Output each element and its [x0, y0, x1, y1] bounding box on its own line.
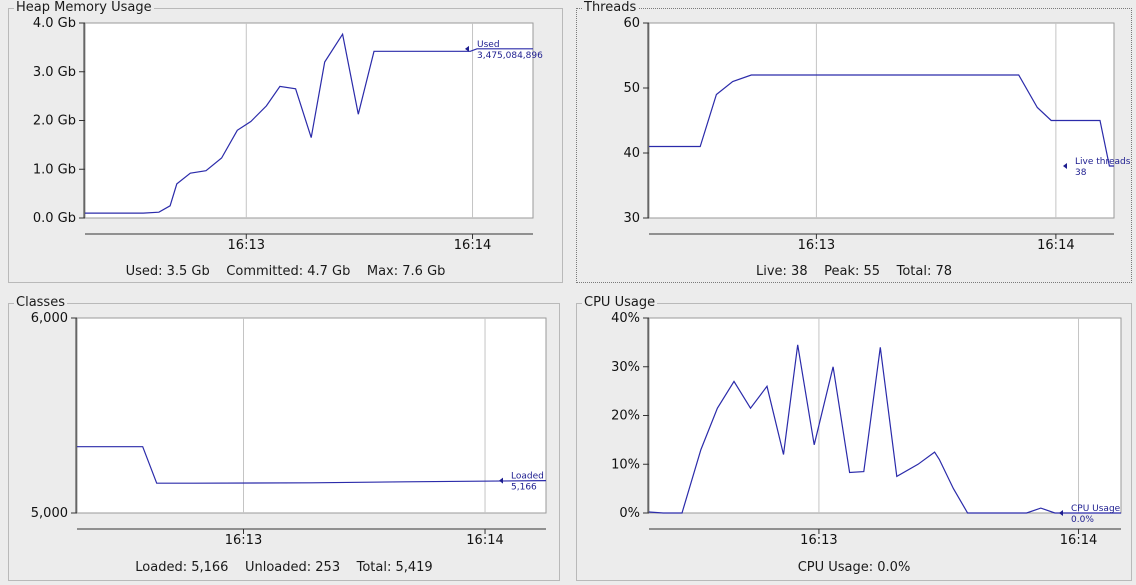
- x-tick-label: 16:13: [225, 533, 262, 548]
- y-tick-label: 40%: [611, 311, 640, 326]
- x-tick-label: 16:13: [798, 238, 835, 253]
- marker-label: Live threads: [1075, 157, 1131, 167]
- y-tick-label: 0.0 Gb: [33, 211, 76, 226]
- marker-value: 5,166: [511, 483, 537, 493]
- plot-area: [648, 317, 1122, 514]
- y-tick-label: 30%: [611, 360, 640, 375]
- y-tick-label: 4.0 Gb: [33, 16, 76, 31]
- marker-value: 3,475,084,896: [477, 51, 543, 61]
- marker-label: Used: [477, 40, 500, 50]
- y-tick-label: 2.0 Gb: [33, 114, 76, 129]
- x-tick-label: 16:14: [466, 533, 503, 548]
- y-tick-label: 5,000: [31, 506, 68, 521]
- marker-value: 38: [1075, 168, 1087, 178]
- marker-value: 0.0%: [1071, 515, 1094, 525]
- value-marker-icon: [1063, 163, 1067, 169]
- threads-summary: Live: 38 Peak: 55 Total: 78: [756, 264, 952, 279]
- plot-area: [76, 317, 547, 514]
- value-marker-icon: [499, 477, 503, 484]
- marker-label: Loaded: [511, 472, 544, 482]
- x-tick-label: 16:13: [228, 238, 265, 253]
- series-line: [649, 74, 1114, 167]
- plot-area: [648, 22, 1115, 219]
- y-tick-label: 10%: [611, 457, 640, 472]
- x-tick-label: 16:13: [800, 533, 837, 548]
- y-tick-label: 0%: [619, 506, 640, 521]
- series-line: [648, 344, 1121, 514]
- classes-summary: Loaded: 5,166 Unloaded: 253 Total: 5,419: [135, 560, 433, 575]
- panel-title: Heap Memory Usage: [14, 0, 154, 16]
- y-tick-label: 6,000: [31, 311, 68, 326]
- marker-label: CPU Usage: [1071, 504, 1121, 514]
- panel-title: Classes: [14, 295, 67, 311]
- x-tick-label: 16:14: [1037, 238, 1074, 253]
- panel-title: CPU Usage: [582, 295, 658, 311]
- y-tick-label: 50: [623, 81, 640, 96]
- x-tick-label: 16:14: [454, 238, 491, 253]
- y-tick-label: 1.0 Gb: [33, 162, 76, 177]
- value-marker-icon: [465, 45, 469, 52]
- plot-area: [84, 22, 534, 219]
- series-line: [77, 446, 547, 484]
- value-marker-icon: [1059, 510, 1063, 516]
- cpu-summary: CPU Usage: 0.0%: [797, 560, 911, 575]
- y-tick-label: 20%: [611, 409, 640, 424]
- heap-summary: Used: 3.5 Gb Committed: 4.7 Gb Max: 7.6 …: [125, 264, 446, 279]
- y-tick-label: 40: [623, 146, 640, 161]
- y-tick-label: 60: [623, 16, 640, 31]
- x-tick-label: 16:14: [1060, 533, 1097, 548]
- panel-title: Threads: [582, 0, 639, 16]
- heap-memory-chart: 4.0 Gb 3.0 Gb 2.0 Gb 1.0 Gb 0.0 Gb 16:13 16:14…: [33, 16, 543, 253]
- y-tick-label: 30: [623, 211, 640, 226]
- series-line: [85, 32, 533, 214]
- y-tick-label: 3.0 Gb: [33, 65, 76, 80]
